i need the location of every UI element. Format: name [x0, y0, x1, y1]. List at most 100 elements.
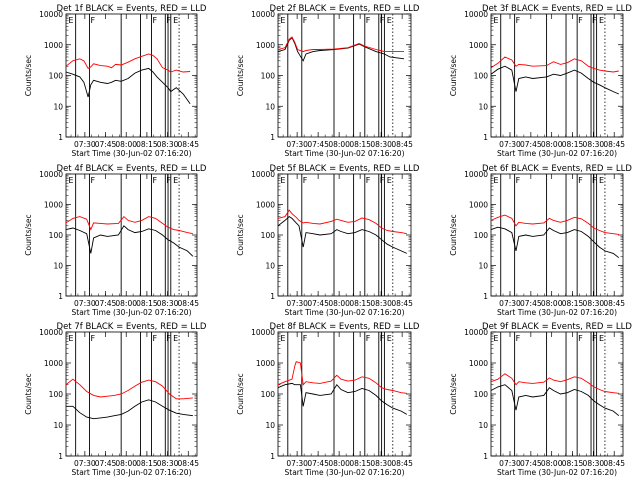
y-axis-label: Counts/sec [236, 373, 245, 414]
marker-letter: F [380, 176, 385, 185]
x-tick-label: 08:15 [136, 299, 158, 308]
x-tick-label: 07:30 [286, 140, 308, 149]
plot-frame [277, 331, 412, 457]
x-tick-label: 07:45 [95, 299, 117, 308]
x-tick-label: 07:45 [520, 140, 542, 149]
x-tick-label: 08:15 [562, 299, 584, 308]
x-tick-label: 07:30 [74, 299, 96, 308]
x-tick-label: 08:45 [603, 459, 625, 468]
panel-title: Det 1f BLACK = Events, RED = LLD [57, 4, 207, 14]
x-tick-label: 08:45 [177, 459, 199, 468]
marker-letter: E [599, 16, 604, 25]
x-tick-label: 08:15 [562, 140, 584, 149]
plot-frame [490, 13, 624, 138]
x-tick-label: 07:45 [520, 299, 542, 308]
marker-letter: F [578, 334, 583, 343]
panel-title: Det 9f BLACK = Events, RED = LLD [482, 322, 632, 332]
y-tick-label: 100 [474, 231, 489, 240]
marker-letter: F [166, 176, 171, 185]
panel-title: Det 7f BLACK = Events, RED = LLD [57, 322, 207, 332]
y-tick-label: 1 [483, 133, 488, 142]
marker-letter: F [90, 334, 95, 343]
marker-letter: E [173, 16, 178, 25]
x-tick-label: 08:00 [328, 459, 350, 468]
y-axis-label: Counts/sec [236, 214, 245, 255]
x-tick-label: 07:45 [307, 140, 329, 149]
marker-letter: F [366, 334, 371, 343]
plot-frame [490, 173, 624, 297]
y-tick-label: 1000 [44, 201, 63, 210]
x-tick-label: 08:15 [349, 299, 371, 308]
y-tick-label: 1000 [256, 201, 275, 210]
x-tick-label: 08:00 [328, 299, 350, 308]
y-axis-label: Counts/sec [236, 55, 245, 96]
y-tick-label: 1 [483, 292, 488, 301]
y-tick-label: 100 [474, 390, 489, 399]
x-axis-label: Start Time (30-Jun-02 07:16:20) [497, 149, 617, 158]
marker-letter: F [380, 16, 385, 25]
x-tick-label: 07:30 [499, 140, 521, 149]
marker-letter: E [173, 176, 178, 185]
y-tick-label: 10000 [39, 170, 63, 179]
x-axis-label: Start Time (30-Jun-02 07:16:20) [497, 308, 617, 317]
events-series-line [490, 65, 619, 95]
x-tick-label: 08:45 [391, 140, 413, 149]
marker-letter: F [578, 176, 583, 185]
x-tick-label: 08:00 [541, 140, 563, 149]
marker-letter: F [592, 334, 597, 343]
x-tick-label: 07:30 [74, 140, 96, 149]
x-tick-label: 07:30 [286, 459, 308, 468]
y-tick-label: 10 [265, 262, 275, 271]
y-tick-label: 1 [483, 452, 488, 461]
marker-letter: F [380, 334, 385, 343]
lld-series-line [277, 361, 407, 394]
x-tick-label: 08:00 [541, 299, 563, 308]
events-series-line [65, 225, 194, 257]
y-tick-label: 100 [261, 72, 276, 81]
marker-letter: F [516, 176, 521, 185]
y-tick-label: 1000 [256, 359, 275, 368]
marker-letter: E [173, 334, 178, 343]
marker-letter: F [303, 334, 308, 343]
marker-letter: F [366, 176, 371, 185]
y-tick-label: 10000 [251, 328, 275, 337]
x-tick-label: 08:00 [115, 459, 137, 468]
y-tick-label: 10000 [39, 10, 63, 19]
x-tick-label: 07:45 [520, 459, 542, 468]
marker-letter: E [387, 334, 392, 343]
panel-1: Det 1f BLACK = Events, RED = LLD 1 10 100 10… [24, 4, 207, 158]
x-axis-label: Start Time (30-Jun-02 07:16:20) [72, 149, 192, 158]
x-tick-label: 07:45 [95, 140, 117, 149]
x-tick-label: 08:45 [177, 140, 199, 149]
y-tick-label: 1 [270, 452, 275, 461]
events-series-line [490, 226, 620, 259]
marker-letter: F [303, 176, 308, 185]
x-tick-label: 08:30 [157, 459, 179, 468]
marker-letter: F [152, 176, 157, 185]
y-tick-label: 100 [49, 231, 64, 240]
x-tick-label: 08:30 [157, 140, 179, 149]
x-tick-label: 08:30 [583, 140, 605, 149]
y-tick-label: 1000 [469, 41, 488, 50]
marker-letter: E [68, 334, 73, 343]
x-tick-label: 08:45 [391, 459, 413, 468]
plot-frame [490, 331, 624, 457]
panel-title: Det 3f BLACK = Events, RED = LLD [482, 4, 632, 14]
y-tick-label: 10000 [39, 328, 63, 337]
x-tick-label: 08:00 [541, 459, 563, 468]
marker-letter: F [152, 334, 157, 343]
x-axis-label: Start Time (30-Jun-02 07:16:20) [72, 308, 192, 317]
marker-letter: E [599, 176, 604, 185]
x-tick-label: 08:15 [349, 140, 371, 149]
x-tick-label: 08:00 [328, 140, 350, 149]
x-tick-label: 08:00 [115, 140, 137, 149]
marker-letter: E [599, 334, 604, 343]
events-series-line [277, 382, 408, 415]
marker-letter: F [516, 16, 521, 25]
panel-3: Det 3f BLACK = Events, RED = LLD 1 10 100 10… [449, 4, 632, 158]
y-tick-label: 100 [474, 72, 489, 81]
x-axis-label: Start Time (30-Jun-02 07:16:20) [497, 468, 617, 477]
x-tick-label: 08:45 [177, 299, 199, 308]
panel-2: Det 2f BLACK = Events, RED = LLD 1 10 100 10… [236, 4, 420, 158]
x-tick-label: 07:30 [499, 459, 521, 468]
